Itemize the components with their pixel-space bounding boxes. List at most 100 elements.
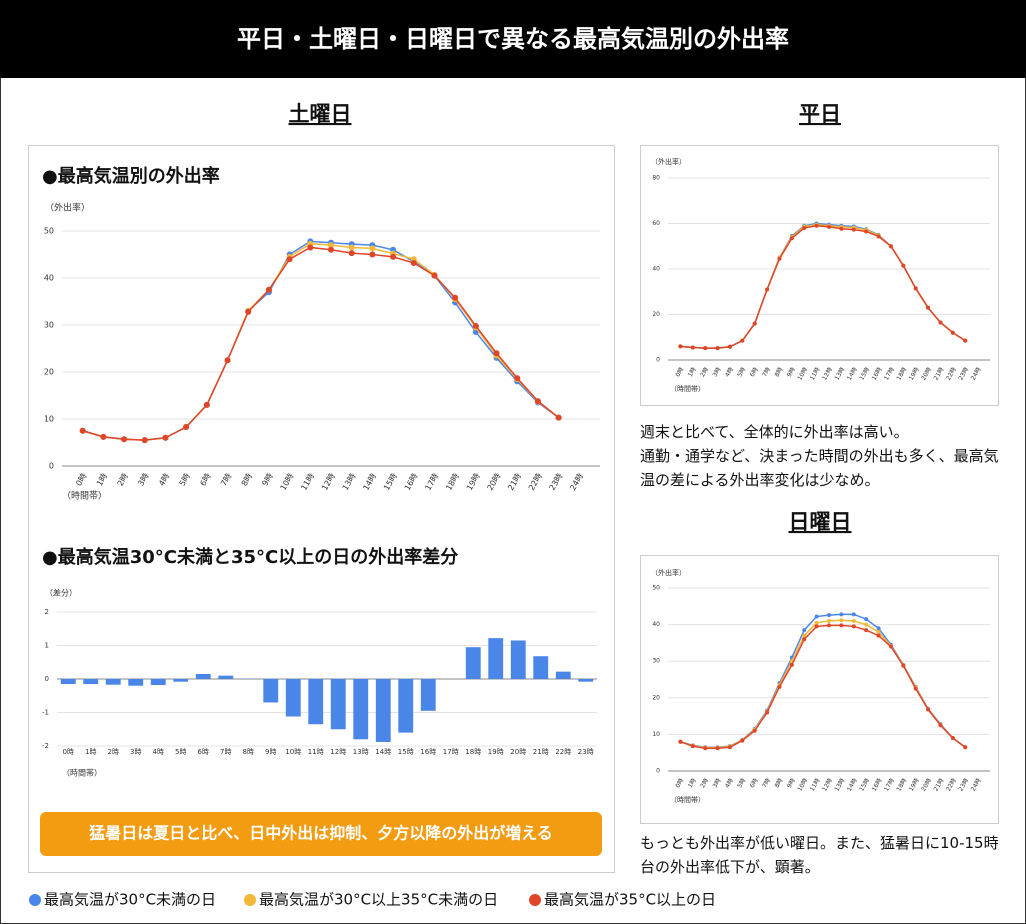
data-point (752, 728, 757, 733)
bar (263, 679, 279, 703)
data-point (950, 736, 955, 741)
bar (150, 679, 166, 686)
data-point (802, 633, 807, 638)
data-point (876, 629, 881, 634)
data-point (901, 663, 906, 668)
y-tick-label: -2 (42, 742, 49, 750)
y-tick-label: 0 (45, 675, 49, 683)
y-tick-label: -1 (42, 709, 49, 717)
x-tick-label: 6時 (198, 748, 209, 756)
x-tick-label: 0時 (63, 748, 74, 756)
sunday-note: もっとも外出率が低い曜日。また、猛暑日に10-15時台の外出率低下が、顕著。 (640, 831, 1000, 879)
bar (510, 640, 526, 679)
data-point (162, 434, 169, 441)
data-point (851, 612, 856, 617)
x-tick-label: 4時 (153, 748, 164, 756)
section-heading: 平日 (799, 102, 841, 126)
legend-label: 最高気温が30°C未満の日 (44, 891, 216, 909)
data-point (765, 287, 770, 292)
data-point (224, 357, 231, 364)
legend-swatch (529, 894, 541, 906)
legend-swatch (244, 894, 256, 906)
x-tick-label: 9時 (785, 777, 797, 790)
callout: 猛暑日は夏日と比べ、日中外出は抑制、夕方以降の外出が増える (88, 824, 553, 843)
x-tick-label: 13時 (353, 748, 369, 756)
x-tick-label: 3時 (130, 748, 141, 756)
page-title: 平日・土曜日・日曜日で異なる最高気温別の外出率 (237, 25, 789, 53)
x-axis-title: （時間帯） (62, 768, 102, 778)
x-tick-label: 2時 (108, 748, 119, 756)
data-point (913, 286, 918, 291)
data-point (913, 686, 918, 691)
data-point (888, 644, 893, 649)
x-tick-label: 0時 (674, 366, 686, 379)
x-tick-label: 19時 (488, 748, 504, 756)
bar (533, 656, 549, 679)
x-tick-label: 1時 (686, 777, 698, 790)
section-heading: 土曜日 (289, 102, 352, 126)
data-point (938, 723, 943, 728)
weekday-note: 週末と比べて、全体的に外出率は高い。 通勤・通学など、決まった時間の外出も多く、… (640, 420, 1000, 492)
bar (105, 679, 121, 685)
y-axis-title: （差分） (45, 588, 77, 598)
x-tick-label: 3時 (711, 366, 723, 379)
data-point (950, 330, 955, 335)
x-tick-label: 1時 (686, 366, 698, 379)
y-tick-label: 2 (45, 608, 49, 616)
data-point (678, 739, 683, 744)
data-point (369, 251, 376, 258)
y-tick-label: 0 (656, 357, 660, 364)
data-point (864, 628, 869, 633)
data-point (839, 618, 844, 623)
bar (465, 647, 481, 679)
data-point (864, 617, 869, 622)
y-tick-label: 30 (652, 658, 660, 665)
panel (28, 145, 615, 873)
data-point (926, 707, 931, 712)
data-point (752, 321, 757, 326)
data-point (938, 320, 943, 325)
bar (173, 679, 189, 682)
x-axis-title: （時間帯） (670, 795, 705, 804)
data-point (328, 242, 334, 249)
data-point (79, 427, 86, 434)
data-point (802, 628, 807, 633)
x-tick-label: 7時 (760, 366, 772, 379)
data-point (814, 223, 819, 228)
data-point (827, 623, 831, 628)
bar (285, 679, 301, 717)
data-point (121, 436, 128, 443)
data-point (431, 272, 438, 279)
bar (195, 673, 211, 679)
y-tick-label: 40 (652, 266, 660, 273)
x-tick-label: 5時 (735, 366, 747, 379)
data-point (703, 746, 708, 751)
data-point (410, 259, 417, 266)
data-point (963, 338, 968, 343)
x-axis-title: （時間帯） (670, 384, 705, 393)
x-tick-label: 6時 (748, 777, 760, 790)
bar (218, 675, 234, 679)
data-point (141, 437, 148, 444)
x-tick-label: 9時 (785, 366, 797, 379)
data-point (390, 253, 397, 260)
x-tick-label: 6時 (748, 366, 760, 379)
y-tick-label: 40 (652, 621, 660, 628)
data-point (715, 746, 720, 751)
y-tick-label: 60 (652, 220, 660, 227)
data-point (286, 256, 293, 263)
data-point (777, 256, 782, 261)
x-tick-label: 3時 (711, 777, 723, 790)
legend-label: 最高気温が35°C以上の日 (544, 891, 716, 909)
x-tick-label: 23時 (578, 748, 594, 756)
x-tick-label: 16時 (420, 748, 436, 756)
y-tick-label: 20 (44, 368, 54, 377)
data-point (963, 745, 968, 750)
chart-title: ●最高気温別の外出率 (42, 165, 220, 187)
data-point (839, 612, 844, 617)
x-tick-label: 9時 (265, 748, 276, 756)
data-point (690, 345, 695, 350)
data-point (888, 244, 893, 249)
data-point (864, 622, 869, 627)
